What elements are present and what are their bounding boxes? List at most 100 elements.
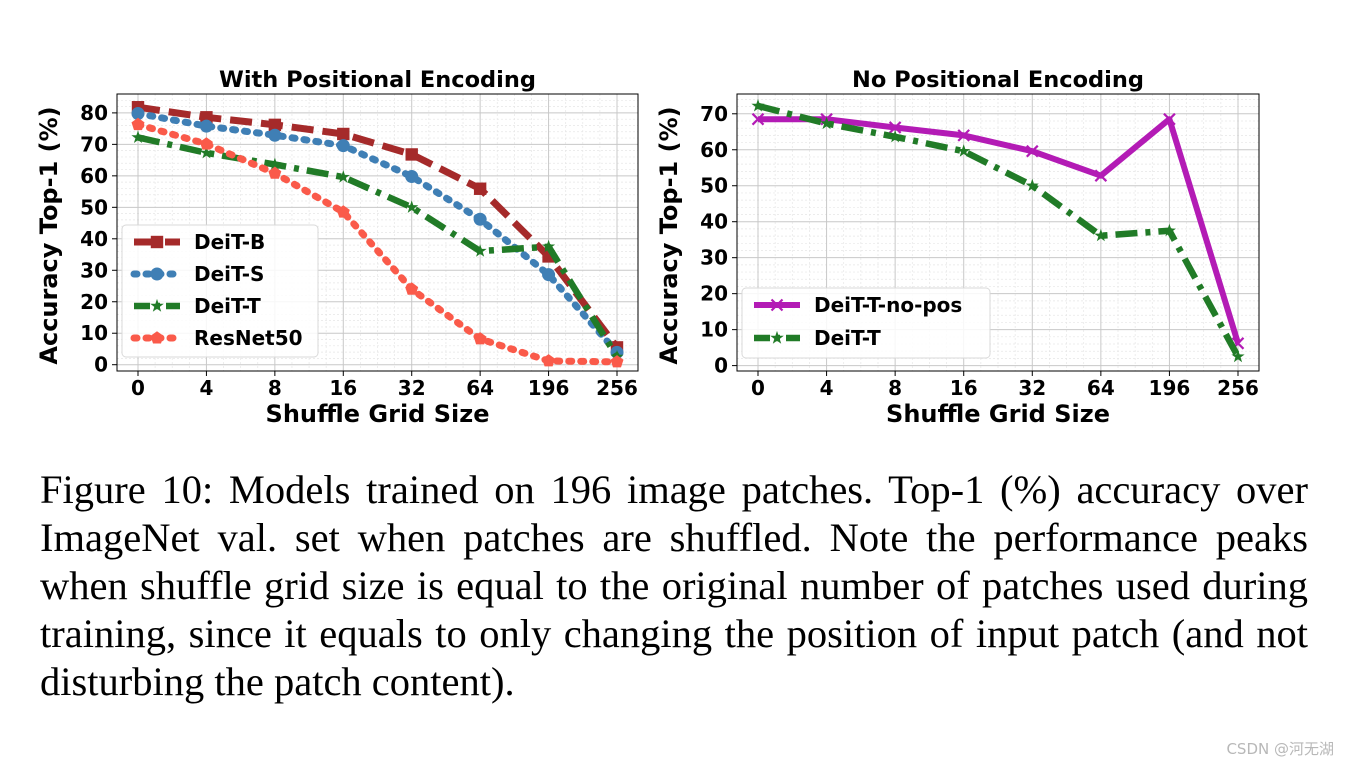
y-tick-label: 70 xyxy=(80,132,108,156)
series-line-deit-s xyxy=(134,110,621,356)
data-point-deit-t xyxy=(888,129,902,143)
x-tick-label: 8 xyxy=(268,376,282,400)
data-point-deit-s xyxy=(199,119,213,133)
data-point-deit-t xyxy=(268,157,282,171)
data-point-deit-s xyxy=(131,107,145,121)
data-point-deit-t xyxy=(1025,178,1039,192)
y-axis-label: Accuracy Top-1 (%) xyxy=(655,106,683,364)
series-line-deit-t xyxy=(137,134,620,359)
data-point-deit-s xyxy=(268,128,282,142)
y-tick-label: 70 xyxy=(700,102,728,126)
x-tick-label: 32 xyxy=(398,376,426,400)
data-point-deit-s xyxy=(542,268,556,282)
legend-label-deit-b: DeiT-B xyxy=(194,230,265,254)
legend-marker-deit-s xyxy=(150,267,164,281)
legend: DeiT-T-no-pos DeiT-T xyxy=(741,287,991,359)
data-point-deit-b xyxy=(337,127,350,141)
data-point-deit-s xyxy=(405,169,419,183)
x-tick-label: 16 xyxy=(950,376,978,400)
legend-marker-deit-t xyxy=(770,330,784,344)
y-tick-label: 10 xyxy=(80,321,108,345)
data-point-deit-t xyxy=(131,130,145,143)
data-point-resnet50 xyxy=(268,166,282,179)
data-point-deit-t xyxy=(751,99,765,112)
data-point-deit-t-no-pos xyxy=(751,112,765,126)
grid xyxy=(737,94,1259,371)
y-tick-label: 40 xyxy=(700,210,728,234)
data-point-deit-t-no-pos xyxy=(1026,144,1039,158)
data-point-deit-t-no-pos xyxy=(1163,112,1176,126)
legend-label-resnet50: ResNet50 xyxy=(194,326,303,350)
data-point-deit-s xyxy=(336,139,350,153)
data-point-deit-t-no-pos xyxy=(1094,169,1108,182)
y-tick-label: 50 xyxy=(80,195,108,219)
data-point-deit-t-no-pos xyxy=(957,129,970,142)
y-tick-label: 20 xyxy=(80,290,108,314)
x-tick-label: 8 xyxy=(888,376,902,400)
series-line-deit-b xyxy=(137,103,620,350)
data-point-resnet50 xyxy=(131,117,145,131)
y-tick-label: 0 xyxy=(94,353,108,377)
x-tick-label: 256 xyxy=(596,376,638,400)
x-tick-label: 4 xyxy=(820,376,834,400)
x-axis-label: Shuffle Grid Size xyxy=(266,400,490,428)
x-tick-label: 64 xyxy=(1087,376,1115,400)
x-tick-label: 4 xyxy=(199,376,213,400)
x-axis-label: Shuffle Grid Size xyxy=(886,400,1110,428)
data-point-deit-t xyxy=(336,170,350,183)
data-point-resnet50 xyxy=(199,137,213,150)
data-point-resnet50 xyxy=(542,354,556,367)
legend: DeiT-B DeiT-S DeiT-T ResNet50 xyxy=(121,224,319,358)
data-point-deit-b xyxy=(268,118,282,132)
y-tick-label: 60 xyxy=(700,138,728,162)
legend-marker-deit-t xyxy=(150,298,164,312)
legend-marker-deit-b xyxy=(150,235,164,249)
legend-label-deit-s: DeiT-S xyxy=(194,262,264,286)
data-point-resnet50 xyxy=(405,282,419,295)
legend-box xyxy=(741,287,991,359)
y-tick-label: 50 xyxy=(700,174,728,198)
x-tick-label: 64 xyxy=(466,376,494,400)
legend-label-deit-t: DeiT-T xyxy=(814,326,881,350)
y-tick-label: 10 xyxy=(700,318,728,342)
data-point-deit-t xyxy=(542,239,556,253)
data-point-deit-b xyxy=(405,148,418,161)
data-point-deit-t xyxy=(199,146,213,159)
plot-with-positional-encoding: 0 10 20 30 40 50 60 70 80 0 4 8 16 32 64 196 256 With Pos… xyxy=(35,67,639,428)
x-tick-label: 196 xyxy=(528,376,570,400)
chart-title: No Positional Encoding xyxy=(852,67,1144,93)
y-tick-label: 80 xyxy=(80,101,108,125)
axes-frame xyxy=(736,93,1260,372)
series-line-deit-t-no-pos xyxy=(758,116,1241,345)
series-group xyxy=(751,99,1245,363)
y-tick-label: 30 xyxy=(80,258,108,282)
watermark: CSDN @河无湖 xyxy=(1226,740,1334,758)
y-tick-label: 0 xyxy=(714,354,728,378)
data-point-resnet50 xyxy=(473,332,487,345)
legend-label-deit-t-no-pos: DeiT-T-no-pos xyxy=(814,293,962,317)
x-tick-label: 196 xyxy=(1149,376,1191,400)
legend-marker-deit-t-no-pos xyxy=(770,298,784,312)
x-tick-label: 0 xyxy=(131,376,145,400)
legend-label-deit-t: DeiT-T xyxy=(194,294,261,318)
y-tick-label: 60 xyxy=(80,164,108,188)
axes-frame xyxy=(116,93,639,372)
legend-marker-resnet50 xyxy=(150,331,164,344)
x-tick-label: 0 xyxy=(751,376,765,400)
legend-box xyxy=(121,224,319,358)
series-group xyxy=(131,101,624,368)
data-point-resnet50 xyxy=(610,355,624,368)
data-point-resnet50 xyxy=(336,205,350,218)
x-tick-label: 256 xyxy=(1217,376,1259,400)
y-axis-label: Accuracy Top-1 (%) xyxy=(35,106,63,364)
data-point-deit-s xyxy=(473,212,487,226)
data-point-deit-t xyxy=(820,116,834,130)
data-point-deit-t xyxy=(473,244,487,257)
figure-caption: Figure 10: Models trained on 196 image p… xyxy=(40,467,1308,704)
data-point-deit-t xyxy=(1231,349,1245,363)
data-point-deit-b xyxy=(473,182,487,195)
series-line-deit-t xyxy=(757,102,1241,359)
data-point-deit-t xyxy=(1094,228,1108,242)
x-tick-label: 16 xyxy=(329,376,357,400)
